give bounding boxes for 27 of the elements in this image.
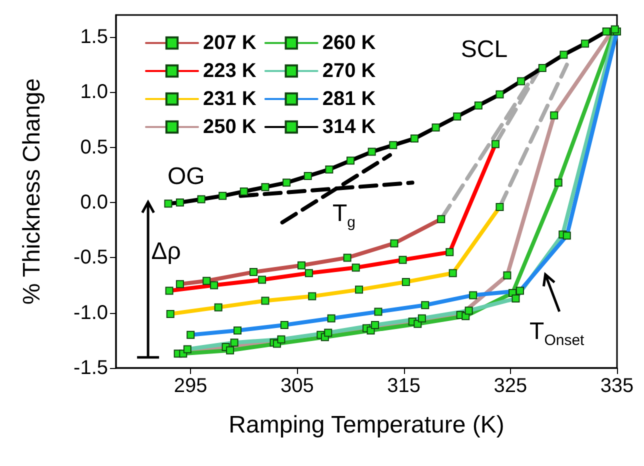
y-tick-label: 1.0 [80,81,108,104]
annotation: T$_{Onset}$ [530,318,584,350]
y-tick-label: -1.5 [74,357,108,379]
x-tick-label: 295 [174,375,208,397]
legend-label: 250 K [203,116,257,138]
legend-label: 270 K [322,60,376,82]
x-axis-title: Ramping Temperature (K) [228,412,504,438]
annotation: Δρ [151,238,181,264]
legend-label: 260 K [322,32,376,54]
y-axis-title: % Thickness Change [18,78,46,305]
x-tick-label: 315 [387,375,420,397]
legend-label: 223 K [203,60,257,82]
legend-label: 314 K [322,116,376,138]
legend-label: 207 K [203,32,257,54]
x-tick-label: 305 [280,375,314,397]
y-tick-label: 0.5 [80,136,108,158]
annotation: SCL [460,36,508,64]
y-tick-label: -1.0 [74,302,108,324]
x-tick-label: 325 [494,375,528,397]
y-tick-label: 0.0 [80,192,108,214]
x-tick-label: 335 [600,375,634,397]
legend-label: 281 K [322,88,376,110]
annotation: T$_{g}$ [332,200,356,232]
y-tick-label: -0.5 [74,246,108,269]
annotation: OG [167,163,205,190]
y-tick-label: 1.5 [80,26,108,48]
legend-label: 231 K [203,88,257,110]
